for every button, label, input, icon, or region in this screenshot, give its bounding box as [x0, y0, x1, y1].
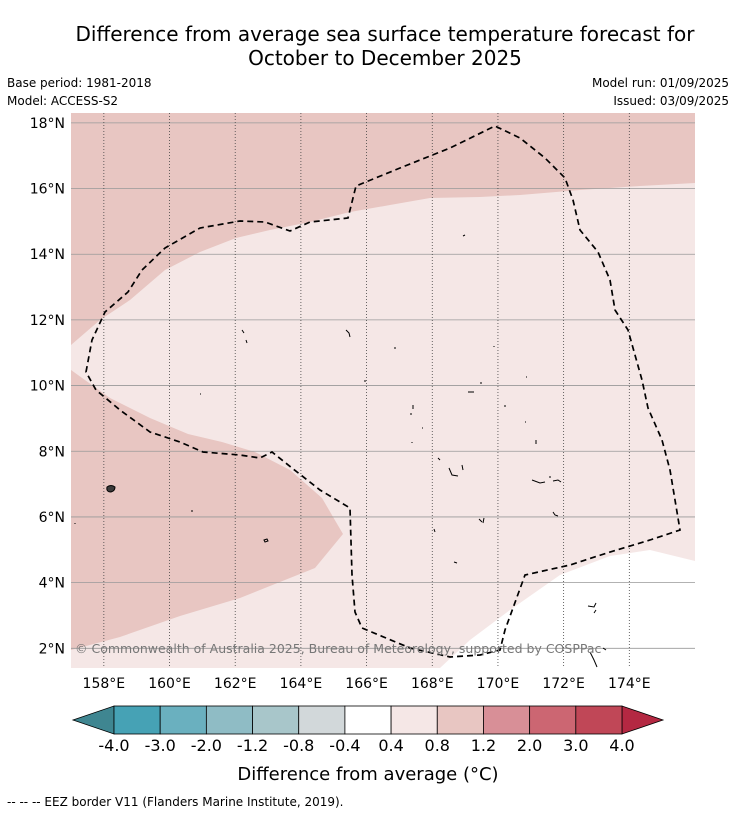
- colorbar-under-triangle: [71, 705, 115, 735]
- colorbar-swatch: [390, 705, 438, 735]
- y-axis: 2°N 4°N 6°N 8°N 10°N 12°N 14°N 16°N 18°N: [30, 116, 65, 657]
- x-tick-label: 160°E: [148, 676, 191, 692]
- x-tick-label: 168°E: [411, 676, 454, 692]
- colorbar-tick-label: 4.0: [609, 736, 634, 755]
- base-period-text: Base period: 1981-2018: [7, 76, 152, 90]
- colorbar-swatch: [483, 705, 531, 735]
- eez-border: [85, 125, 681, 658]
- x-tick-label: 170°E: [477, 676, 520, 692]
- colorbar-tick-label: -4.0: [98, 736, 129, 755]
- eez-footnote: -- -- -- EEZ border V11 (Flanders Marine…: [7, 795, 344, 809]
- colorbar: -4.0 -3.0 -2.0 -1.2 -0.8 -0.4 0.4 0.8 1.2 2.0 3.0 4…: [71, 705, 665, 755]
- y-tick-label: 2°N: [39, 641, 65, 657]
- y-tick-label: 10°N: [30, 379, 65, 395]
- colorbar-swatch: [436, 705, 484, 735]
- colorbar-swatch: [205, 705, 253, 735]
- colorbar-swatch: [113, 705, 161, 735]
- colorbar-over-triangle: [621, 705, 665, 735]
- chart-title-line1: Difference from average sea surface temp…: [75, 22, 695, 46]
- map-area: © Commonwealth of Australia 2025, Bureau…: [71, 113, 695, 668]
- y-tick-label: 14°N: [30, 247, 65, 263]
- colorbar-swatch: [252, 705, 300, 735]
- colorbar-swatch: [159, 705, 207, 735]
- x-tick-label: 162°E: [214, 676, 257, 692]
- colorbar-tick-label: 3.0: [563, 736, 588, 755]
- colorbar-tick-label: -0.4: [329, 736, 360, 755]
- colorbar-tick-label: -3.0: [145, 736, 176, 755]
- colorbar-swatch: [344, 705, 392, 735]
- y-tick-label: 18°N: [30, 116, 65, 132]
- colorbar-tick-label: 0.4: [378, 736, 403, 755]
- y-tick-label: 4°N: [39, 576, 65, 592]
- colorbar-tick-label: -2.0: [191, 736, 222, 755]
- y-tick-label: 16°N: [30, 182, 65, 198]
- metadata-right: Model run: 01/09/2025 Issued: 03/09/2025: [592, 74, 729, 110]
- y-tick-label: 12°N: [30, 313, 65, 329]
- metadata-left: Base period: 1981-2018 Model: ACCESS-S2: [7, 74, 152, 110]
- colorbar-swatch: [575, 705, 623, 735]
- x-tick-label: 172°E: [542, 676, 585, 692]
- colorbar-tick-label: 0.8: [425, 736, 450, 755]
- colorbar-label: Difference from average (°C): [237, 764, 498, 785]
- model-run-text: Model run: 01/09/2025: [591, 76, 729, 90]
- x-axis: 158°E 160°E 162°E 164°E 166°E 168°E 170°E 172°E…: [83, 676, 651, 692]
- gridlines: [71, 113, 695, 668]
- islands: [74, 234, 607, 668]
- colorbar-swatch: [298, 705, 346, 735]
- x-tick-label: 158°E: [83, 676, 126, 692]
- x-tick-label: 174°E: [608, 676, 651, 692]
- region-west-warm: [71, 370, 343, 650]
- chart-title-line2: October to December 2025: [248, 46, 522, 70]
- x-tick-label: 166°E: [345, 676, 388, 692]
- colorbar-tick-label: -0.8: [283, 736, 314, 755]
- issued-text: Issued: 03/09/2025: [613, 94, 729, 108]
- y-tick-label: 8°N: [39, 444, 65, 460]
- colorbar-tick-label: -1.2: [237, 736, 268, 755]
- colorbar-tick-label: 1.2: [471, 736, 496, 755]
- region-north-warm: [71, 113, 695, 345]
- model-text: Model: ACCESS-S2: [7, 94, 119, 108]
- copyright-text: © Commonwealth of Australia 2025, Bureau…: [75, 641, 601, 656]
- y-tick-label: 6°N: [39, 510, 65, 526]
- x-tick-label: 164°E: [280, 676, 323, 692]
- colorbar-tick-label: 2.0: [517, 736, 542, 755]
- colorbar-swatch: [529, 705, 577, 735]
